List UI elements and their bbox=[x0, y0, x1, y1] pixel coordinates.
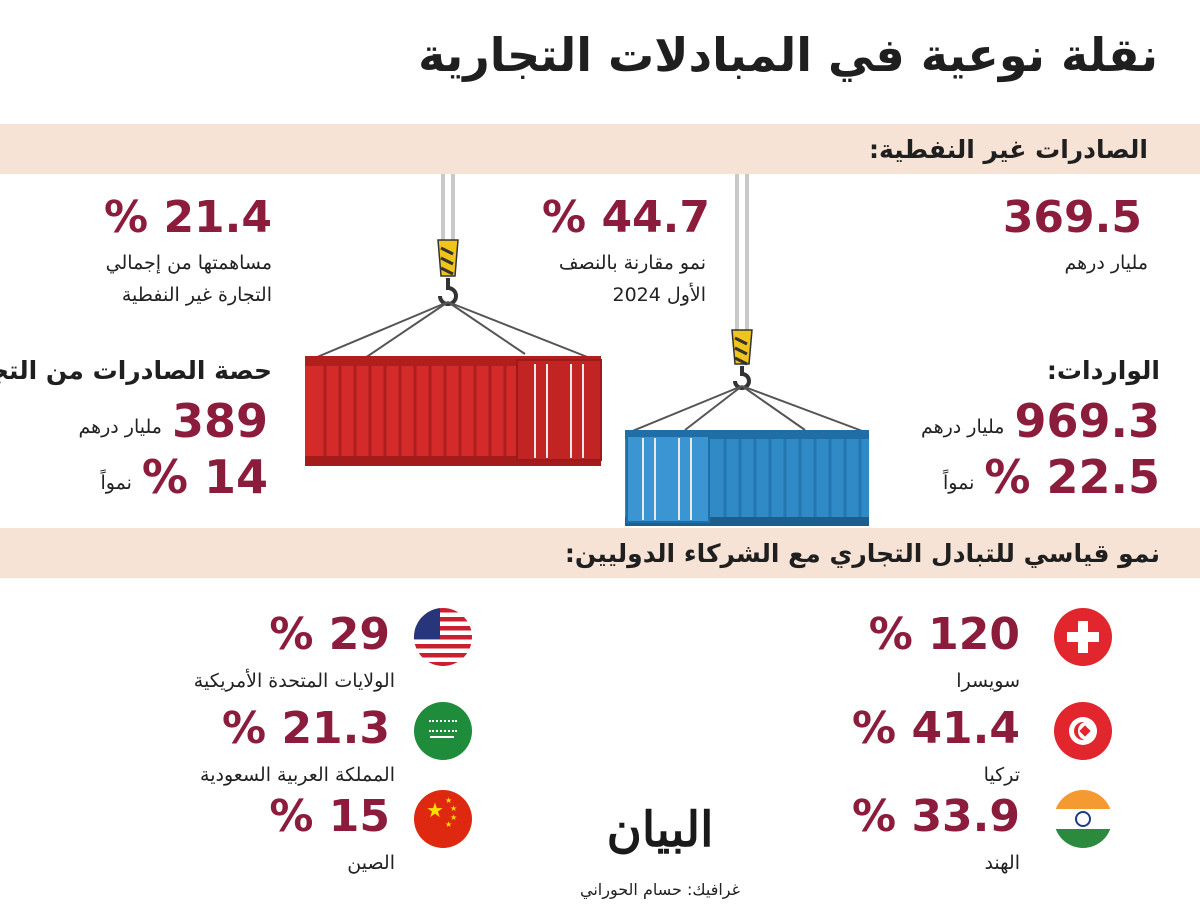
imports-growth-row: 22.5 % نمواً bbox=[943, 454, 1160, 500]
imports-amount: 969.3 bbox=[1014, 394, 1160, 448]
tunisia-flag-icon bbox=[1054, 702, 1112, 760]
partner-name-saudi: المملكة العربية السعودية bbox=[200, 764, 395, 786]
imports-growth: 22.5 % bbox=[984, 450, 1160, 504]
share-of-non-oil-caption-line2: التجارة غير النفطية bbox=[121, 284, 272, 306]
growth-vs-h1-value: 44.7 % bbox=[542, 192, 710, 243]
exports-share-amount: 389 bbox=[171, 394, 268, 448]
imports-growth-label: نمواً bbox=[943, 472, 975, 494]
partner-value-china: 15 % bbox=[269, 791, 390, 842]
exports-share-heading: حصة الصادرات من التجارة bbox=[0, 356, 272, 385]
share-of-non-oil-caption-line1: مساهمتها من إجمالي bbox=[105, 252, 272, 274]
section-band-partners bbox=[0, 528, 1200, 578]
usa-flag-icon bbox=[414, 608, 472, 666]
partner-value-usa: 29 % bbox=[269, 609, 390, 660]
china-flag-icon: ★ ★ ★ ★ ★ bbox=[414, 790, 472, 848]
non-oil-exports-unit: مليار درهم bbox=[1064, 252, 1148, 274]
exports-share-amount-row: 389 مليار درهم bbox=[78, 398, 268, 444]
exports-share-growth-label: نمواً bbox=[100, 472, 132, 494]
partner-value-switzerland: 120 % bbox=[868, 609, 1020, 660]
imports-amount-unit: مليار درهم bbox=[920, 416, 1005, 438]
red-container-crane-hook-icon bbox=[309, 174, 596, 361]
graphic-credit: غرافيك: حسام الحوراني bbox=[580, 880, 740, 899]
india-flag-icon bbox=[1054, 790, 1112, 848]
red-container-icon bbox=[305, 356, 602, 466]
page-title: نقلة نوعية في المبادلات التجارية bbox=[418, 28, 1158, 82]
partner-name-china: الصين bbox=[347, 852, 395, 874]
imports-amount-row: 969.3 مليار درهم bbox=[921, 398, 1160, 444]
exports-share-amount-unit: مليار درهم bbox=[78, 416, 162, 438]
saudi-flag-icon bbox=[414, 702, 472, 760]
non-oil-exports-value: 369.5 bbox=[1002, 192, 1142, 243]
exports-share-growth-row: 14 % نمواً bbox=[101, 454, 269, 500]
growth-vs-h1-caption-line2: الأول 2024 bbox=[612, 284, 707, 306]
albayan-logo: البيان bbox=[606, 802, 714, 858]
growth-vs-h1-caption-line1: نمو مقارنة بالنصف bbox=[558, 252, 706, 274]
cargo-containers-illustration bbox=[305, 174, 869, 526]
partner-value-india: 33.9 % bbox=[852, 791, 1020, 842]
partner-value-saudi: 21.3 % bbox=[222, 703, 390, 754]
partner-value-turkey: 41.4 % bbox=[852, 703, 1020, 754]
blue-container-crane-hook-icon bbox=[629, 174, 866, 433]
partner-name-switzerland: سويسرا bbox=[956, 670, 1020, 692]
switzerland-flag-icon bbox=[1054, 608, 1112, 666]
imports-heading: الواردات: bbox=[1046, 356, 1160, 385]
partner-name-turkey: تركيا bbox=[983, 764, 1020, 786]
partner-name-usa: الولايات المتحدة الأمريكية bbox=[193, 670, 395, 692]
partner-name-india: الهند bbox=[984, 852, 1020, 874]
share-of-non-oil-value: 21.4 % bbox=[104, 192, 272, 243]
blue-container-icon bbox=[625, 430, 869, 526]
non-oil-exports-heading: الصادرات غير النفطية: bbox=[868, 135, 1148, 164]
partners-heading: نمو قياسي للتبادل التجاري مع الشركاء الد… bbox=[564, 539, 1160, 568]
section-band-non-oil-exports bbox=[0, 124, 1200, 174]
exports-share-growth: 14 % bbox=[141, 450, 268, 504]
